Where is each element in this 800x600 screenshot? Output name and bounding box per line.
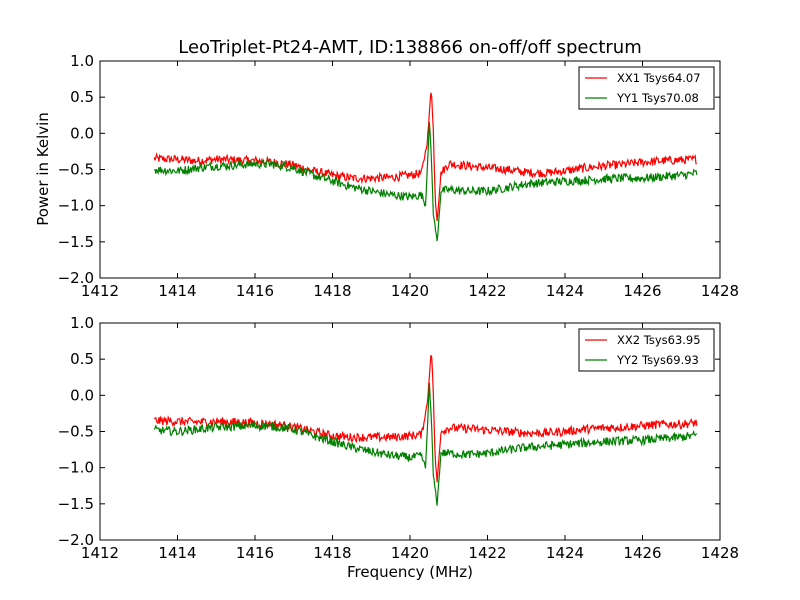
x-tick-label: 1420: [391, 544, 429, 562]
series-line-yy2: [153, 382, 698, 506]
x-tick-label: 1412: [81, 282, 119, 300]
y-tick-label: −1.0: [58, 459, 94, 477]
x-tick-label: 1418: [313, 544, 351, 562]
y-tick-label: −1.5: [58, 495, 94, 513]
x-tick-label: 1428: [701, 544, 739, 562]
x-axis-label: Frequency (MHz): [347, 563, 473, 581]
legend-entry: YY1 Tsys70.08: [616, 91, 699, 105]
x-tick-label: 1414: [158, 544, 196, 562]
y-tick-label: −2.0: [58, 269, 94, 287]
x-tick-label: 1416: [236, 544, 274, 562]
legend-2: XX2 Tsys63.95 YY2 Tsys69.93: [578, 328, 715, 372]
y-tick-label: 0.0: [70, 124, 94, 142]
legend-entry: XX1 Tsys64.07: [617, 71, 701, 85]
legend-entry: XX2 Tsys63.95: [617, 333, 701, 347]
x-tick-label: 1428: [701, 282, 739, 300]
y-tick-label: 1.0: [70, 52, 94, 70]
series-line-yy1: [154, 122, 698, 242]
x-tick-label: 1424: [546, 282, 584, 300]
y-tick-label: 0.0: [70, 386, 94, 404]
y-tick-label: −0.5: [58, 161, 94, 179]
y-axis-label: Power in Kelvin: [34, 112, 52, 226]
x-tick-label: 1412: [81, 544, 119, 562]
legend-entry: YY2 Tsys69.93: [616, 353, 699, 367]
legend-box: [578, 66, 715, 110]
x-tick-label: 1420: [391, 282, 429, 300]
panel-2: 1412 1414 1416 1418 1420 1422 1424 1426 1428 1.0 0…: [58, 314, 740, 562]
plot-panels: 1412 1414 1416 1418 1420 1422 1424 1426 1428 1.0 0…: [58, 52, 740, 562]
y-tick-label: 0.5: [70, 350, 94, 368]
x-tick-label: 1422: [468, 282, 506, 300]
x-tick-label: 1424: [546, 544, 584, 562]
panel-1: 1412 1414 1416 1418 1420 1422 1424 1426 1428 1.0 0…: [58, 52, 740, 300]
series-line-xx2: [153, 354, 698, 483]
y-tick-label: −0.5: [58, 423, 94, 441]
x-tick-label: 1416: [236, 282, 274, 300]
y-tick-label: −1.5: [58, 233, 94, 251]
chart-title: LeoTriplet-Pt24-AMT, ID:138866 on-off/of…: [178, 37, 642, 58]
x-tick-label: 1426: [623, 282, 661, 300]
x-tick-label: 1422: [468, 544, 506, 562]
y-tick-label: 0.5: [70, 88, 94, 106]
y-tick-label: −1.0: [58, 197, 94, 215]
y-tick-label: 1.0: [70, 314, 94, 332]
x-tick-label: 1414: [158, 282, 196, 300]
y-tick-label: −2.0: [58, 531, 94, 549]
legend-box: [578, 328, 715, 372]
x-tick-label: 1418: [313, 282, 351, 300]
legend-1: XX1 Tsys64.07 YY1 Tsys70.08: [578, 66, 715, 110]
x-tick-label: 1426: [623, 544, 661, 562]
series-line-xx1: [153, 92, 697, 222]
